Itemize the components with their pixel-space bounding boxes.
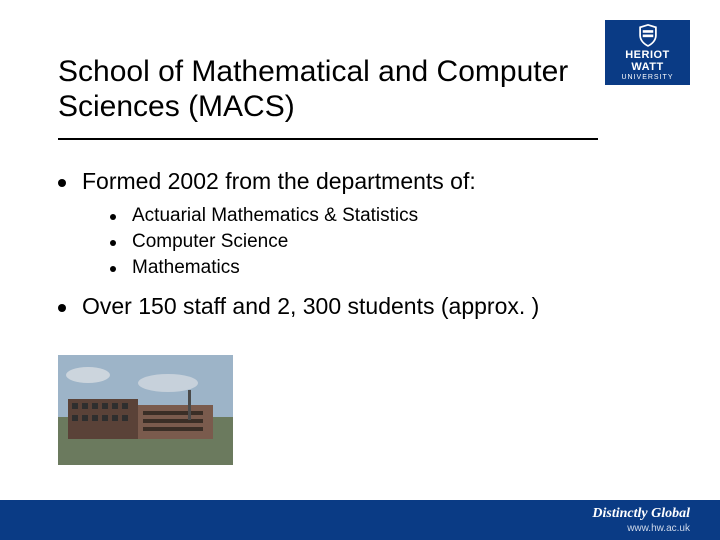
title-underline	[58, 138, 598, 140]
bullet-dot-icon	[110, 214, 116, 220]
campus-photo	[58, 355, 233, 465]
shield-icon	[636, 24, 660, 47]
sub-bullet-text: Computer Science	[132, 231, 288, 253]
footer-text-block: Distinctly Global www.hw.ac.uk	[592, 506, 690, 534]
sub-bullet-text: Actuarial Mathematics & Statistics	[132, 205, 418, 227]
logo-line1: HERIOT	[625, 49, 670, 61]
sub-bullet-list: Actuarial Mathematics & Statistics Compu…	[110, 205, 658, 279]
footer-tagline: Distinctly Global	[592, 506, 690, 521]
content-area: Formed 2002 from the departments of: Act…	[58, 168, 658, 330]
bullet-text: Formed 2002 from the departments of:	[82, 168, 476, 195]
bullet-dot-icon	[110, 266, 116, 272]
logo-line2: WATT	[631, 61, 663, 73]
slide-title: School of Mathematical and Computer Scie…	[58, 55, 578, 124]
logo-sub: UNIVERSITY	[621, 74, 673, 81]
footer-url: www.hw.ac.uk	[592, 523, 690, 534]
bullet-dot-icon	[58, 304, 66, 312]
bullet-item: Formed 2002 from the departments of:	[58, 168, 658, 195]
photo-placeholder-icon	[58, 355, 233, 465]
sub-bullet-text: Mathematics	[132, 257, 240, 279]
sub-bullet-item: Computer Science	[110, 231, 658, 253]
sub-bullet-item: Actuarial Mathematics & Statistics	[110, 205, 658, 227]
bullet-item: Over 150 staff and 2, 300 students (appr…	[58, 293, 658, 320]
university-logo: HERIOT WATT UNIVERSITY	[605, 20, 690, 85]
bullet-text: Over 150 staff and 2, 300 students (appr…	[82, 293, 539, 320]
sub-bullet-item: Mathematics	[110, 257, 658, 279]
bullet-dot-icon	[110, 240, 116, 246]
bullet-dot-icon	[58, 179, 66, 187]
slide: HERIOT WATT UNIVERSITY School of Mathema…	[0, 0, 720, 540]
slide-footer: Distinctly Global www.hw.ac.uk	[0, 500, 720, 540]
